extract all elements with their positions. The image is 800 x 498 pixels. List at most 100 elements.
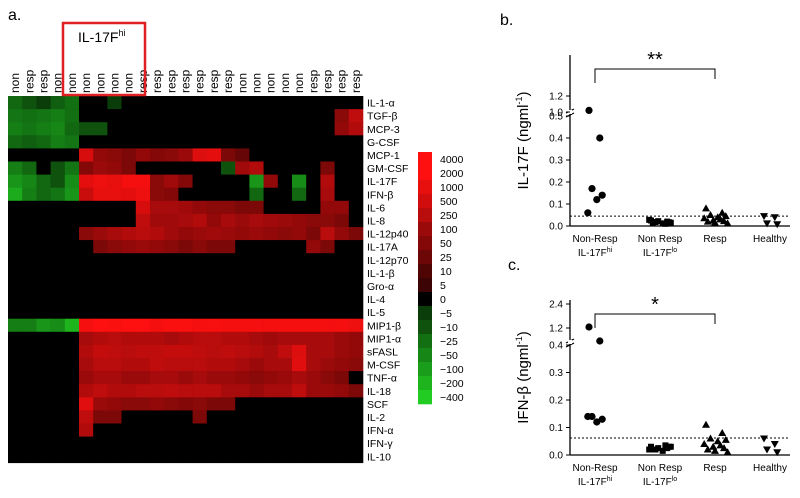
heatmap-cell: [135, 161, 151, 175]
heatmap-cell: [107, 200, 122, 215]
heatmap-cell: [192, 161, 208, 175]
heatmap-cell: [8, 449, 23, 464]
heatmap-column-label: resp: [164, 69, 178, 93]
heatmap-cell: [164, 305, 179, 319]
heatmap-cell: [79, 449, 94, 464]
heatmap-cell: [150, 213, 165, 228]
heatmap-cell: [164, 358, 179, 372]
heatmap-cell: [107, 240, 122, 254]
heatmap-cell: [121, 148, 137, 162]
heatmap-cell: [164, 240, 179, 254]
heatmap-cell: [22, 161, 37, 175]
color-scale-swatch: [418, 264, 432, 279]
heatmap-column-label: resp: [349, 69, 363, 93]
heatmap-cell: [306, 449, 321, 464]
heatmap-cell: [263, 410, 279, 424]
heatmap-column-label: resp: [136, 69, 150, 93]
data-point: [662, 442, 669, 449]
heatmap-cell: [192, 423, 208, 437]
data-point: [593, 196, 601, 204]
heatmap-cell: [221, 187, 236, 202]
heatmap-cell: [192, 148, 208, 162]
heatmap-cell: [306, 318, 321, 333]
heatmap-cell: [206, 200, 222, 215]
heatmap-cell: [306, 397, 321, 411]
heatmap-cell: [292, 384, 307, 398]
heatmap-cell: [64, 187, 80, 202]
heatmap-cell: [334, 135, 350, 149]
heatmap-cell: [164, 318, 179, 333]
heatmap-cell: [79, 187, 94, 202]
heatmap-cell: [292, 423, 307, 437]
data-point: [716, 441, 725, 449]
heatmap-cell: [348, 148, 364, 162]
heatmap-cell: [292, 174, 307, 188]
heatmap-cell: [22, 279, 37, 293]
heatmap-cell: [164, 213, 179, 228]
heatmap-cell: [164, 266, 179, 280]
heatmap-cell: [292, 200, 307, 215]
heatmap-cell: [292, 135, 307, 149]
heatmap-cell: [334, 358, 350, 372]
heatmap-cell: [8, 397, 23, 411]
x-category-sublabel: IL-17Fhi: [578, 247, 613, 259]
y-tick-label: 0.0: [549, 222, 563, 233]
heatmap-column-label: non: [8, 73, 22, 93]
heatmap-cell: [36, 384, 51, 398]
heatmap-cell: [292, 122, 307, 136]
heatmap-cell: [93, 187, 108, 202]
heatmap-cell: [334, 240, 350, 254]
heatmap-cell: [79, 135, 94, 149]
heatmap-row-label: MCP-1: [367, 150, 400, 162]
heatmap-cell: [164, 96, 179, 110]
heatmap-cell: [221, 253, 236, 267]
heatmap-cell: [249, 253, 264, 267]
heatmap-cell: [150, 148, 165, 162]
heatmap-cell: [235, 135, 250, 149]
heatmap-cell: [263, 200, 279, 215]
il17f-hi-highlight-box: [61, 21, 147, 97]
x-category-label: Non-Resp: [572, 234, 617, 245]
heatmap-cell: [107, 148, 122, 162]
heatmap-cell: [249, 423, 264, 437]
heatmap-cell: [292, 358, 307, 372]
heatmap-cell: [235, 174, 250, 188]
heatmap-cell: [50, 200, 66, 215]
heatmap-cell: [164, 436, 179, 450]
heatmap-cell: [64, 135, 80, 149]
y-tick-label: 0.3: [549, 156, 563, 167]
heatmap-cell: [277, 96, 293, 110]
heatmap-cell: [277, 227, 293, 241]
heatmap-cell: [320, 213, 335, 228]
heatmap-cell: [121, 266, 137, 280]
heatmap-cell: [150, 305, 165, 319]
heatmap-cell: [8, 318, 23, 333]
data-point: [593, 418, 601, 426]
data-point: [585, 323, 593, 331]
heatmap-cell: [277, 449, 293, 464]
heatmap-cell: [8, 161, 23, 175]
heatmap-cell: [221, 213, 236, 228]
y-tick-label: 0.4: [549, 341, 563, 352]
heatmap-cell: [277, 358, 293, 372]
heatmap-cell: [121, 122, 137, 136]
data-point: [598, 191, 606, 199]
heatmap-cell: [135, 109, 151, 123]
heatmap-cell: [36, 109, 51, 123]
heatmap-cell: [150, 161, 165, 175]
heatmap-cell: [206, 266, 222, 280]
heatmap-cell: [235, 253, 250, 267]
heatmap-cell: [292, 109, 307, 123]
heatmap-cell: [36, 305, 51, 319]
heatmap-cell: [64, 266, 80, 280]
heatmap-cell: [121, 213, 137, 228]
heatmap-cell: [263, 109, 279, 123]
heatmap-cell: [263, 331, 279, 346]
heatmap-cell: [206, 135, 222, 149]
heatmap-cell: [277, 148, 293, 162]
heatmap-cell: [306, 200, 321, 215]
heatmap-cell: [263, 135, 279, 149]
y-tick-label: 1.0: [549, 108, 563, 119]
heatmap-cell: [192, 305, 208, 319]
heatmap-cell: [79, 96, 94, 110]
